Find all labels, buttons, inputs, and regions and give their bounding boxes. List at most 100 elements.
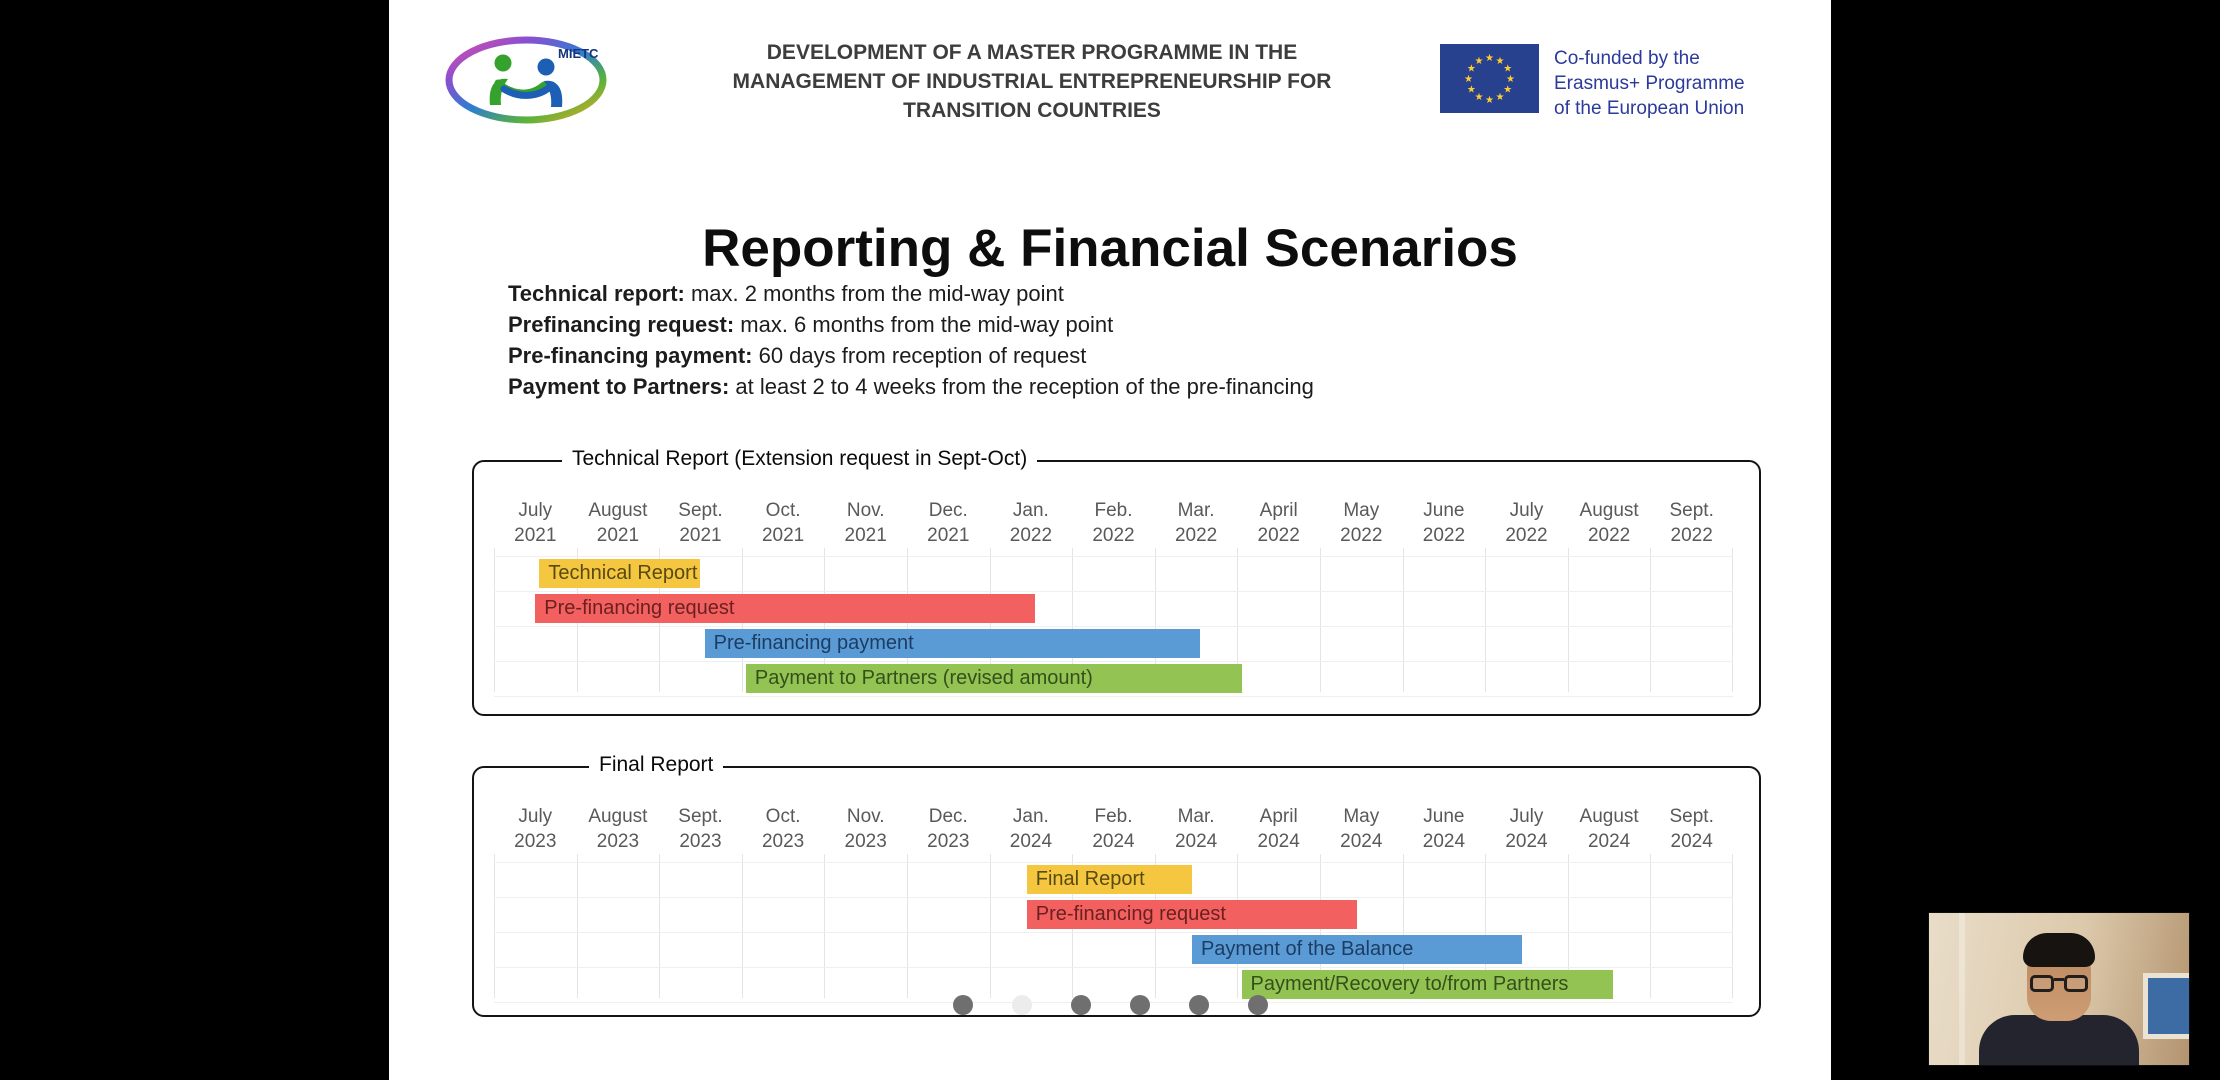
gantt-bar-payment-recovery-partners: Payment/Recovery to/from Partners [1241, 970, 1614, 999]
bullet-line: Technical report: max. 2 months from the… [508, 281, 1064, 306]
slide-title: Reporting & Financial Scenarios [702, 218, 1518, 278]
svg-text:★: ★ [1475, 92, 1484, 103]
gantt-bar-pre-financing-request: Pre-financing request [535, 594, 1036, 623]
month-label: Nov. 2023 [844, 806, 887, 852]
gantt-row: Pre-financing request [494, 591, 1733, 626]
month-label: Sept. 2024 [1669, 806, 1714, 852]
svg-text:★: ★ [1467, 85, 1476, 96]
webcam-person-hair [2023, 933, 2095, 967]
mietc-logo: MIETC [440, 33, 612, 127]
month-label: August 2021 [588, 500, 648, 546]
grid-column-line [1485, 854, 1568, 998]
eu-flag-icon: ★ ★ ★★ ★★ ★★ ★★ ★★ [1440, 44, 1539, 113]
grid-column-line [1319, 548, 1403, 692]
chart-legend: Final Report [589, 753, 724, 777]
gantt-bar-pre-financing-payment: Pre-financing payment [704, 629, 1201, 658]
project-title: DEVELOPMENT OF A MASTER PROGRAMME IN THE… [692, 38, 1372, 125]
grid-column-line [1402, 854, 1486, 998]
eu-cofunded-line: Co-funded by the [1554, 48, 1700, 69]
pager-dot[interactable] [1011, 995, 1032, 1015]
month-label: Dec. 2021 [927, 500, 970, 546]
grid-column-line [494, 854, 577, 998]
svg-text:★: ★ [1475, 56, 1484, 67]
logo-text: MIETC [558, 46, 599, 61]
grid-column-line [906, 854, 990, 998]
eu-cofunded-text: Co-funded by the Erasmus+ Programme of t… [1554, 44, 1745, 121]
bullet-line: Pre-financing payment: 60 days from rece… [508, 343, 1087, 368]
month-label: August 2022 [1579, 500, 1639, 546]
gantt-rows: Technical Report Pre-financing request Pre… [494, 556, 1733, 697]
grid-column-line [1072, 548, 1155, 692]
slide-pager-dots [389, 995, 1831, 1015]
gantt-rows: Final Report Pre-financing request Payment… [494, 862, 1733, 1003]
grid-column-line [494, 548, 577, 692]
eu-cofunded-badge: ★ ★ ★ ★ ★ ★ ★ ★ ★ ★ ★ ★ Co-funded by the Erasm… [1440, 44, 1745, 121]
month-label: July 2024 [1505, 806, 1548, 852]
gantt-bar-payment-to-partners: Payment to Partners (revised amount) [745, 664, 1242, 693]
month-label: Sept. 2023 [678, 806, 723, 852]
chart-area: July 2023 August 2023 Sept. 2023 Oct. 2023 Nov. 2… [494, 800, 1733, 1005]
webcam-person-face [2023, 933, 2095, 1021]
gantt-bar-pre-financing-request: Pre-financing request [1026, 900, 1358, 929]
svg-text:★: ★ [1503, 85, 1512, 96]
gantt-chart-technical-report: Technical Report (Extension request in S… [472, 447, 1761, 716]
month-label: Feb. 2024 [1092, 806, 1135, 852]
month-axis: July 2023 August 2023 Sept. 2023 Oct. 2023 Nov. 2… [494, 800, 1733, 860]
month-label: July 2022 [1505, 500, 1548, 546]
grid-column-line [1650, 548, 1733, 692]
bullet-list: Technical report: max. 2 months from the… [508, 278, 1314, 402]
grid-column-line [659, 854, 742, 998]
pager-dot[interactable] [1070, 995, 1091, 1015]
month-label: April 2022 [1257, 500, 1300, 546]
grid-column-line [1154, 548, 1238, 692]
month-label: Oct. 2023 [761, 806, 805, 852]
month-label: August 2024 [1579, 806, 1639, 852]
picture-frame [2143, 973, 2189, 1039]
month-label: Jan. 2024 [1009, 806, 1053, 852]
project-title-line: DEVELOPMENT OF A MASTER PROGRAMME IN THE [766, 41, 1298, 64]
month-label: Nov. 2021 [844, 500, 887, 546]
month-label: May 2022 [1340, 500, 1383, 546]
grid-column-line [1567, 854, 1651, 998]
webcam-pip[interactable] [1929, 913, 2189, 1065]
month-label: Jan. 2022 [1009, 500, 1053, 546]
gantt-row: Payment to Partners (revised amount) [494, 661, 1733, 696]
svg-text:★: ★ [1485, 53, 1494, 64]
grid-column-line [1485, 548, 1568, 692]
svg-text:★: ★ [1496, 92, 1505, 103]
month-label: Sept. 2021 [678, 500, 723, 546]
pager-dot[interactable] [1188, 995, 1209, 1015]
pager-dot[interactable] [1247, 995, 1268, 1015]
gantt-bar-final-report: Final Report [1026, 865, 1192, 894]
month-label: Sept. 2022 [1669, 500, 1714, 546]
month-label: April 2024 [1257, 806, 1300, 852]
gantt-chart-final-report: Final Report July 2023 August 2023 Sept. 2023… [472, 753, 1761, 1017]
pager-dot[interactable] [952, 995, 973, 1015]
grid-column-line [824, 854, 907, 998]
pager-dot[interactable] [1129, 995, 1150, 1015]
svg-text:★: ★ [1506, 74, 1515, 85]
month-label: May 2024 [1340, 806, 1383, 852]
eu-cofunded-line: Erasmus+ Programme [1554, 73, 1745, 94]
svg-text:★: ★ [1503, 64, 1512, 75]
svg-text:★: ★ [1496, 56, 1505, 67]
chart-legend: Technical Report (Extension request in S… [562, 447, 1038, 471]
webcam-person-shoulders [1979, 1015, 2139, 1065]
gantt-row: Payment/Recovery to/from Partners [494, 967, 1733, 1002]
bullet-line: Payment to Partners: at least 2 to 4 wee… [508, 374, 1314, 399]
svg-text:★: ★ [1464, 74, 1473, 85]
eu-cofunded-line: of the European Union [1554, 98, 1745, 119]
svg-text:★: ★ [1467, 64, 1476, 75]
month-label: Oct. 2021 [761, 500, 805, 546]
month-axis: July 2021 August 2021 Sept. 2021 Oct. 2021 Nov. 2… [494, 494, 1733, 554]
grid-column-line [1237, 548, 1320, 692]
month-label: Dec. 2023 [927, 806, 970, 852]
gantt-bar-payment-of-the-balance: Payment of the Balance [1191, 935, 1523, 964]
webcam-background-detail [1959, 913, 1965, 1065]
gantt-row: Payment of the Balance [494, 932, 1733, 967]
month-label: July 2021 [514, 500, 557, 546]
project-title-line: TRANSITION COUNTRIES [903, 99, 1161, 122]
month-label: June 2024 [1422, 806, 1466, 852]
gantt-row: Technical Report [494, 556, 1733, 591]
